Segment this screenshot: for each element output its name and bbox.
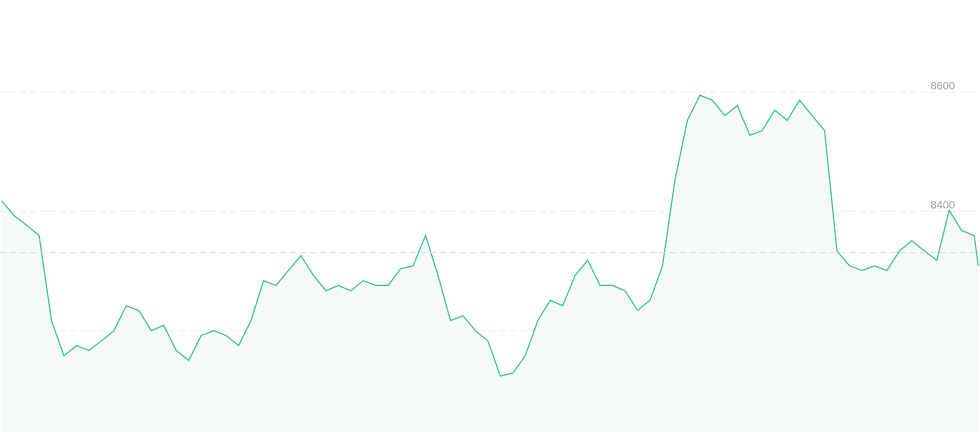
y-tick-label: 8400 (931, 199, 955, 211)
price-line (1, 94, 979, 377)
y-tick-label: 8600 (931, 80, 955, 92)
area (1, 95, 979, 432)
